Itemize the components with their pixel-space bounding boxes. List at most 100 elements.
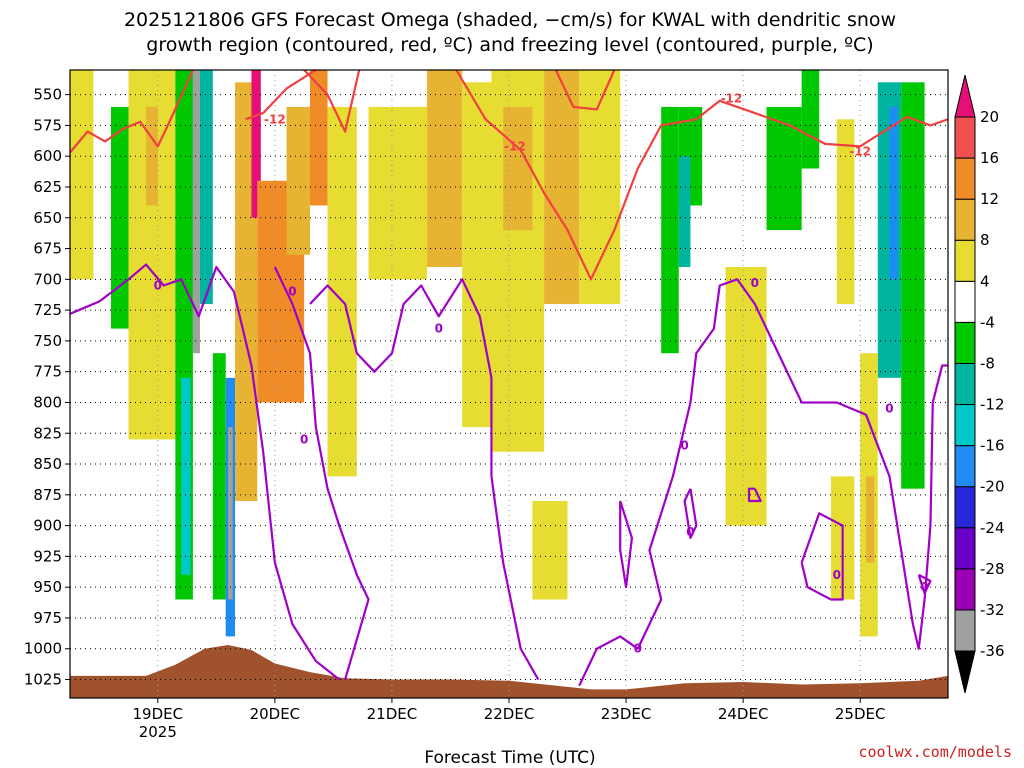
omega-patch bbox=[889, 106, 898, 280]
x-tick-label: 25DEC bbox=[835, 705, 886, 723]
y-tick-label: 650 bbox=[33, 209, 62, 227]
colorbar-bin bbox=[954, 486, 976, 529]
colorbar-bin bbox=[954, 157, 976, 200]
x-tick-label: 20DEC bbox=[250, 705, 301, 723]
omega-patch bbox=[901, 82, 925, 489]
omega-patch bbox=[181, 377, 191, 575]
y-tick-label: 750 bbox=[33, 332, 62, 350]
x-tick-label: 21DEC bbox=[367, 705, 418, 723]
freezing-contour bbox=[619, 500, 634, 589]
freezing-label: 0 bbox=[435, 322, 443, 336]
freezing-label: 0 bbox=[833, 568, 841, 582]
omega-patch bbox=[309, 70, 328, 206]
freezing-contour bbox=[917, 573, 932, 595]
omega-patch bbox=[661, 106, 679, 354]
x-tick-sublabel: 2025 bbox=[139, 723, 177, 741]
colorbar-bin bbox=[954, 568, 976, 611]
freezing-contour bbox=[747, 487, 762, 503]
colorbar-label: 20 bbox=[980, 108, 999, 126]
y-tick-label: 850 bbox=[33, 455, 62, 473]
colorbar-top-arrow bbox=[954, 74, 976, 118]
omega-patch bbox=[544, 70, 580, 304]
omega-patch bbox=[146, 106, 158, 206]
omega-patch bbox=[678, 156, 691, 268]
plot-area bbox=[70, 70, 948, 698]
credit-link[interactable]: coolwx.com/models bbox=[858, 743, 1012, 761]
x-axis-label: Forecast Time (UTC) bbox=[424, 748, 595, 768]
colorbar-bin bbox=[954, 404, 976, 447]
colorbar-label: -32 bbox=[980, 601, 1005, 619]
colorbar-bin bbox=[954, 445, 976, 488]
omega-patch bbox=[427, 70, 463, 268]
y-tick-label: 875 bbox=[33, 486, 62, 504]
y-tick-label: 600 bbox=[33, 147, 62, 165]
y-tick-label: 675 bbox=[33, 240, 62, 258]
omega-patch bbox=[503, 106, 533, 231]
omega-patch bbox=[251, 70, 261, 218]
freezing-contour bbox=[309, 278, 540, 681]
minus12-contour bbox=[303, 69, 361, 133]
y-tick-label: 950 bbox=[33, 578, 62, 596]
y-tick-label: 1000 bbox=[24, 640, 62, 658]
y-tick-label: 775 bbox=[33, 363, 62, 381]
colorbar-bottom-arrow bbox=[954, 650, 976, 694]
omega-patch bbox=[368, 106, 428, 280]
y-axis: 550 575 600 625 650 675 700 725 750 775 800 825 850 8… bbox=[24, 86, 70, 689]
colorbar-label: 16 bbox=[980, 149, 999, 167]
colorbar-label: 4 bbox=[980, 272, 990, 290]
minus12-contour bbox=[455, 69, 949, 281]
y-tick-label: 725 bbox=[33, 301, 62, 319]
colorbar-bin bbox=[954, 116, 976, 159]
colorbar-bin bbox=[954, 280, 976, 323]
colorbar-label: 8 bbox=[980, 231, 990, 249]
freezing-label: 0 bbox=[680, 439, 688, 453]
colorbar-label: 12 bbox=[980, 190, 999, 208]
freezing-contour bbox=[578, 278, 948, 687]
y-tick-label: 700 bbox=[33, 270, 62, 288]
colorbar-label: -28 bbox=[980, 560, 1005, 578]
minus12-label: -12 bbox=[504, 139, 526, 153]
freezing-contour bbox=[69, 263, 340, 681]
y-tick-label: 575 bbox=[33, 116, 62, 134]
omega-patch bbox=[725, 267, 767, 526]
colorbar-label: -12 bbox=[980, 396, 1005, 414]
terrain-fill bbox=[70, 645, 948, 698]
colorbar-bin bbox=[954, 239, 976, 282]
omega-patch bbox=[766, 106, 802, 231]
freezing-label: 0 bbox=[634, 642, 642, 656]
x-tick-label: 24DEC bbox=[718, 705, 769, 723]
minus12-label: -12 bbox=[264, 112, 286, 126]
omega-patch bbox=[801, 70, 820, 169]
x-tick-label: 23DEC bbox=[601, 705, 652, 723]
omega-patch bbox=[532, 500, 568, 600]
freezing-label: 0 bbox=[920, 580, 928, 594]
x-tick-label: 22DEC bbox=[484, 705, 535, 723]
y-tick-label: 1025 bbox=[24, 671, 62, 689]
freezing-label: 0 bbox=[300, 432, 308, 446]
freezing-label: 0 bbox=[751, 276, 759, 290]
colorbar: -36 -32 -28 -24 -20 -16 -12 -8 -4 4 8 12 16 20 bbox=[954, 74, 1005, 694]
freezing-contour bbox=[800, 512, 844, 601]
y-tick-label: 550 bbox=[33, 86, 62, 104]
y-tick-label: 925 bbox=[33, 547, 62, 565]
freezing-label: 0 bbox=[686, 525, 694, 539]
omega-patch bbox=[866, 476, 875, 563]
freezing-label: 0 bbox=[154, 278, 162, 292]
y-tick-label: 975 bbox=[33, 609, 62, 627]
colorbar-label: -8 bbox=[980, 354, 995, 372]
chart-title-line-1: 2025121806 GFS Forecast Omega (shaded, −… bbox=[124, 9, 896, 31]
omega-patch bbox=[836, 119, 855, 304]
colorbar-label: -20 bbox=[980, 478, 1005, 496]
y-tick-label: 900 bbox=[33, 517, 62, 535]
colorbar-bin bbox=[954, 527, 976, 570]
omega-patch bbox=[70, 70, 94, 280]
colorbar-bin bbox=[954, 362, 976, 406]
y-tick-label: 625 bbox=[33, 178, 62, 196]
colorbar-bin bbox=[954, 198, 976, 241]
colorbar-label: -36 bbox=[980, 642, 1005, 660]
colorbar-label: -24 bbox=[980, 519, 1005, 537]
colorbar-label: -4 bbox=[980, 313, 995, 331]
minus12-contour bbox=[245, 69, 317, 121]
